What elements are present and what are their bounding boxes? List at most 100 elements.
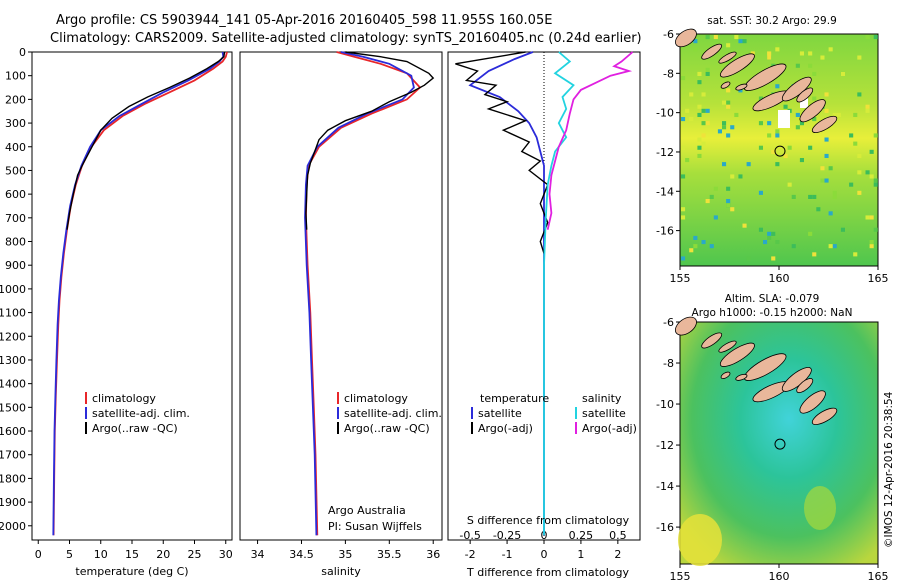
legend-entry: satellite: [582, 407, 626, 420]
sst-pixel: [857, 92, 862, 97]
sla-map-islands: [674, 316, 838, 450]
s-diff-tick-label: -0.5: [459, 529, 480, 542]
sst-map-pixels: [681, 35, 878, 261]
depth-tick-label: 1600: [0, 425, 26, 438]
sst-pixel: [828, 211, 833, 216]
island: [674, 316, 697, 336]
sal-series-satellite-adj: [304, 51, 415, 536]
legend-entry: satellite: [478, 407, 522, 420]
sst-pixel: [697, 104, 702, 109]
sst-pixel: [693, 244, 698, 249]
sst-pixel: [705, 199, 710, 204]
sst-pixel: [820, 55, 825, 60]
sst-pixel: [775, 133, 780, 138]
sst-pixel: [795, 112, 800, 117]
s-diff-tick-label: 0.25: [569, 529, 594, 542]
sst-pixel: [693, 39, 698, 44]
sst-map-title: sat. SST: 30.2 Argo: 29.9: [707, 15, 837, 27]
temperature-xlabel: temperature (deg C): [75, 565, 188, 578]
sst-pixel: [758, 96, 763, 101]
s-diff-tick-label: 0: [541, 529, 548, 542]
island: [701, 43, 723, 60]
sst-pixel: [734, 112, 739, 117]
sst-pixel: [824, 178, 829, 183]
sst-pixel: [689, 117, 694, 122]
sst-pixel: [746, 162, 751, 167]
sal-x-tick-label: 36: [426, 548, 440, 561]
sst-pixel: [775, 129, 780, 134]
sst-pixel: [775, 162, 780, 167]
map-lon-tick-label: 155: [670, 570, 691, 580]
island: [735, 83, 748, 91]
depth-tick-label: 200: [5, 93, 26, 106]
sst-pixel: [812, 71, 817, 76]
sst-pixel: [840, 71, 845, 76]
sst-pixel: [758, 121, 763, 126]
map-lat-tick-label: -10: [656, 398, 674, 411]
sst-pixel: [685, 108, 690, 113]
sst-pixel: [820, 178, 825, 183]
sst-map-axes: 155 160 165 -6 -8 -10 -12 -14 -16: [656, 28, 888, 285]
sst-pixel: [689, 248, 694, 253]
sst-pixel: [799, 121, 804, 126]
legend-entry: Argo(-adj): [478, 422, 533, 435]
sst-pixel: [705, 67, 710, 72]
sst-pixel: [812, 252, 817, 257]
sal-x-tick-label: 35: [338, 548, 352, 561]
island: [718, 51, 737, 64]
temp-x-tick-label: 5: [66, 548, 73, 561]
salinity-panel: 34 34.5 35 35.5 36: [251, 51, 440, 561]
sst-pixel: [701, 141, 706, 146]
sst-pixel: [738, 174, 743, 179]
sst-pixel: [873, 227, 878, 232]
island: [796, 87, 814, 103]
depth-tick-label: 2000: [0, 520, 26, 533]
legend-entry: climatology: [92, 392, 156, 405]
map-lat-tick-label: -12: [656, 146, 674, 159]
island: [718, 340, 737, 353]
sst-pixel: [869, 149, 874, 154]
sst-pixel: [849, 133, 854, 138]
sst-pixel: [697, 137, 702, 142]
map-lat-tick-label: -16: [656, 521, 674, 534]
sst-pixel: [808, 63, 813, 68]
sst-pixel: [722, 125, 727, 130]
sst-pixel: [857, 170, 862, 175]
temp-x-tick-label: 20: [156, 548, 170, 561]
diff-series-satellite: [468, 51, 545, 536]
sla-map-high-patch: [678, 514, 722, 566]
temp-series-argo: [66, 51, 226, 230]
sst-pixel: [697, 80, 702, 85]
sst-pixel: [722, 121, 727, 126]
sst-pixel: [758, 227, 763, 232]
sst-pixel: [697, 112, 702, 117]
sst-pixel: [713, 215, 718, 220]
sst-pixel: [812, 96, 817, 101]
depth-tick-label: 500: [5, 164, 26, 177]
island: [720, 81, 731, 89]
profile-location-marker: [774, 145, 786, 157]
sst-pixel: [685, 158, 690, 163]
sst-pixel: [713, 186, 718, 191]
depth-tick-label: 600: [5, 188, 26, 201]
island: [799, 99, 826, 123]
difference-xlabel: T difference from climatology: [466, 566, 629, 579]
sst-pixel: [869, 240, 874, 245]
sst-pixel: [787, 145, 792, 150]
sst-pixel: [865, 108, 870, 113]
depth-tick-label: 1500: [0, 401, 26, 414]
sst-missing-data: [778, 110, 790, 128]
diff-series-argo-adj: [546, 51, 634, 230]
map-lon-tick-label: 165: [868, 272, 889, 285]
sst-pixel: [795, 125, 800, 130]
sst-pixel: [824, 153, 829, 158]
s-diff-tick-label: -0.25: [493, 529, 521, 542]
depth-axis: 0 100 200 300 400 500 600 700 800 900 1000 1100 1200…: [0, 46, 32, 533]
sst-pixel: [730, 125, 735, 130]
salinity-panel-frame: [239, 51, 443, 541]
sst-pixel: [709, 244, 714, 249]
sst-pixel: [787, 182, 792, 187]
temp-x-tick-label: 15: [125, 548, 139, 561]
sst-pixel: [738, 39, 743, 44]
diff-x-tick-label: -2: [465, 548, 476, 561]
